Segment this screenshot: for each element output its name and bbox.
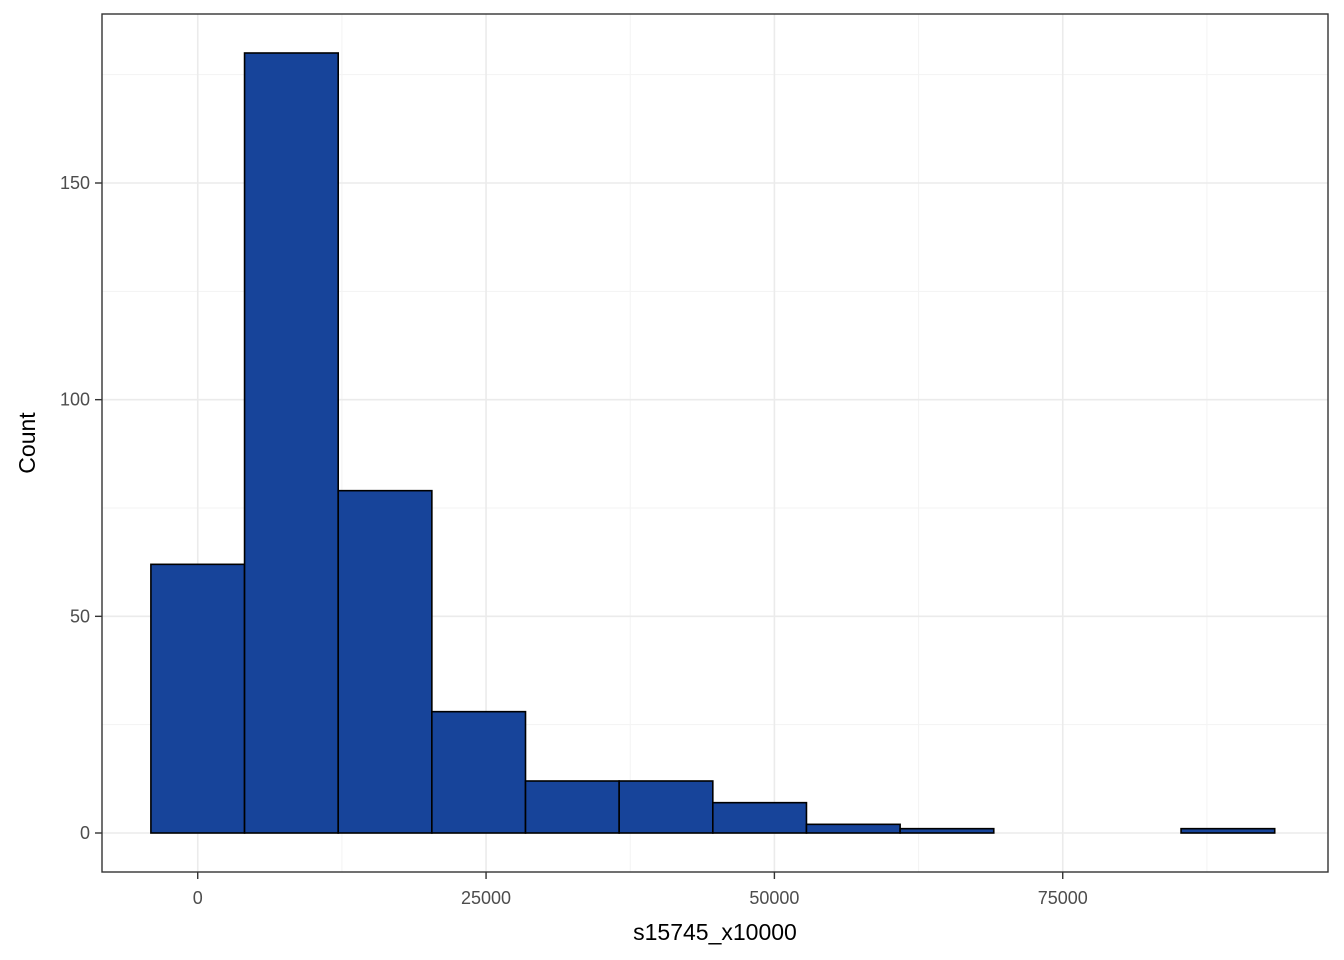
x-tick-label: 75000 [1038, 888, 1088, 908]
histogram-bar [243, 52, 340, 834]
x-tick-label: 0 [193, 888, 203, 908]
histogram-bars [150, 52, 1276, 834]
x-axis-title: s15745_x10000 [633, 919, 797, 945]
histogram-bar [524, 780, 620, 834]
histogram-bar [899, 827, 995, 834]
histogram-bar [618, 780, 714, 834]
y-tick-label: 0 [80, 823, 90, 843]
y-tick-label: 150 [60, 173, 90, 193]
histogram-bar [1180, 827, 1276, 834]
y-axis-title: Count [14, 412, 40, 474]
histogram-bar [805, 823, 901, 834]
y-axis: 0 50 100 150 [60, 173, 102, 843]
y-tick-label: 100 [60, 390, 90, 410]
x-tick-label: 25000 [461, 888, 511, 908]
histogram-bar [431, 710, 527, 834]
y-tick-label: 50 [70, 606, 90, 626]
histogram-bar [712, 801, 808, 834]
histogram-bar [150, 563, 246, 834]
x-axis: 0 25000 50000 75000 [193, 872, 1088, 908]
x-tick-label: 50000 [749, 888, 799, 908]
histogram-bar [337, 489, 433, 834]
panel-border [101, 13, 1329, 873]
